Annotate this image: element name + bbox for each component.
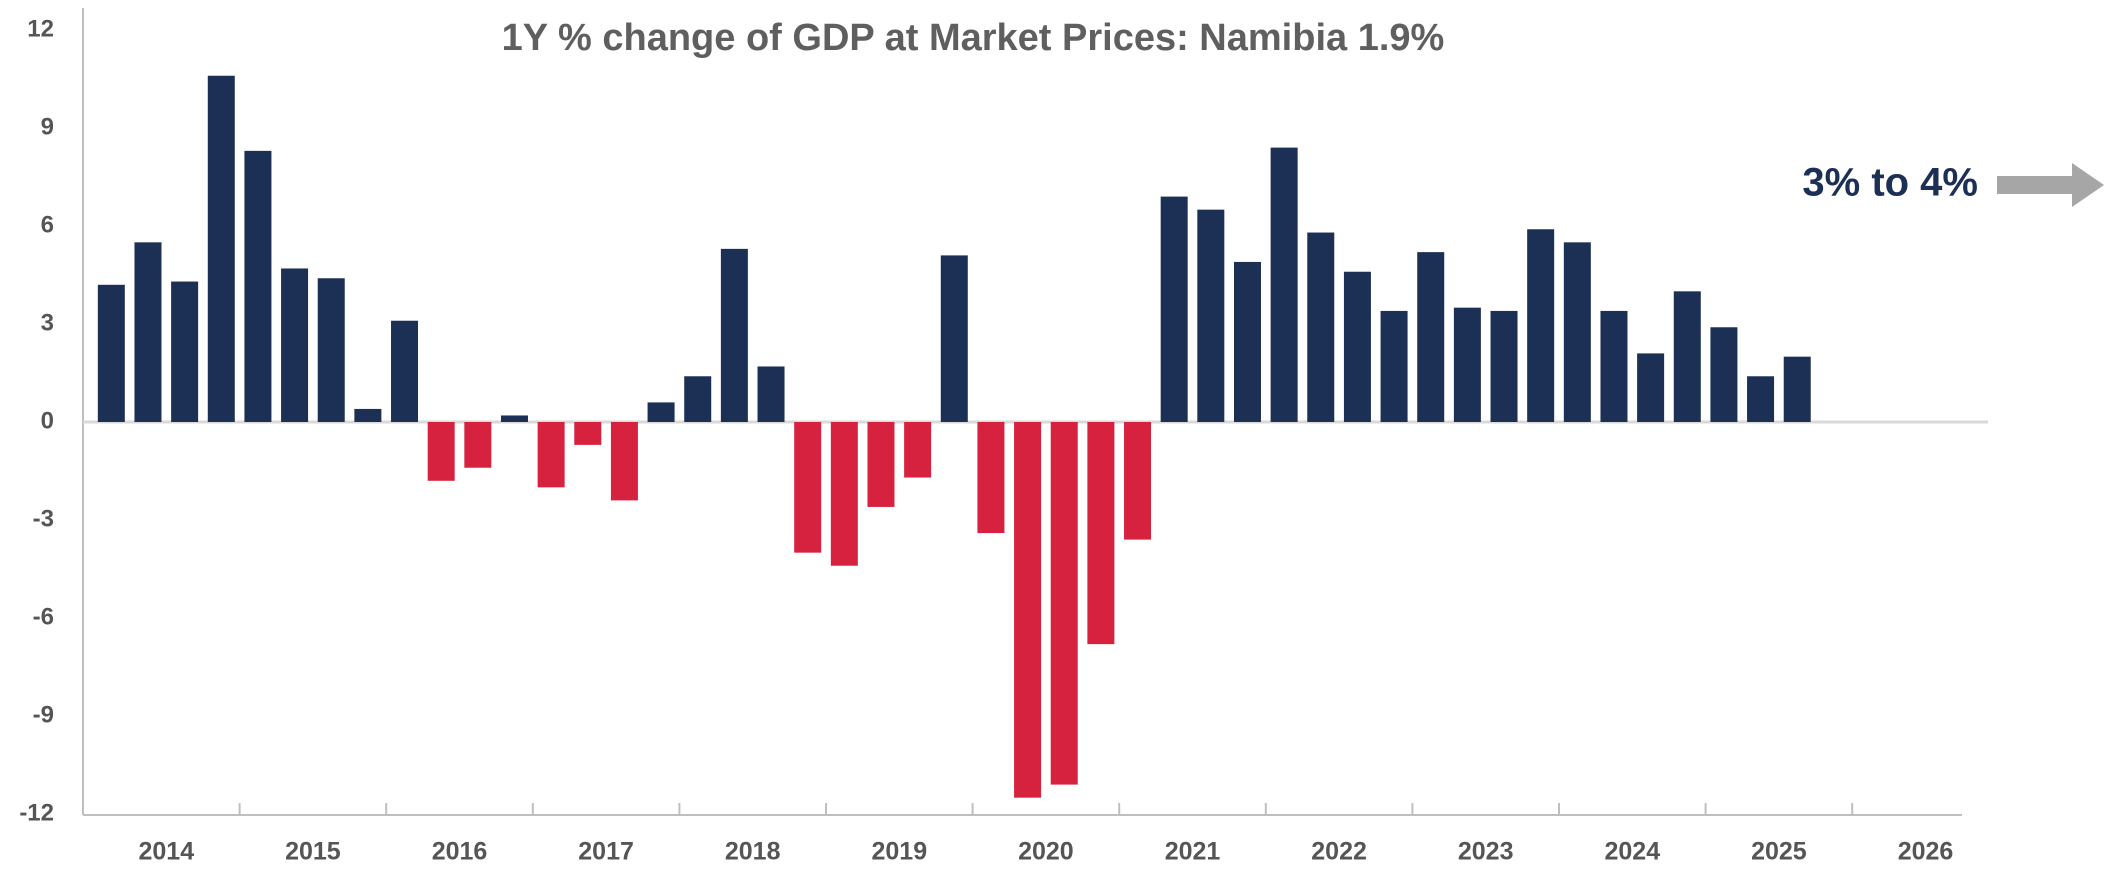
- bar: [97, 284, 125, 422]
- bar: [940, 255, 968, 422]
- bar: [1197, 209, 1225, 422]
- bar: [867, 422, 895, 507]
- x-tick-label: 2023: [1458, 838, 1514, 866]
- bar: [1087, 422, 1115, 645]
- bar: [977, 422, 1005, 534]
- bar: [610, 422, 638, 501]
- bar: [1343, 271, 1371, 422]
- bar: [1160, 196, 1188, 422]
- bar: [171, 281, 199, 422]
- y-tick-label: 12: [27, 15, 54, 42]
- bar: [281, 268, 309, 422]
- bar: [684, 376, 712, 422]
- bar: [354, 408, 382, 422]
- bar: [134, 242, 162, 422]
- y-tick-label: 9: [41, 113, 54, 140]
- bar: [1014, 422, 1042, 798]
- bar: [1637, 353, 1665, 422]
- bar: [244, 150, 272, 422]
- x-tick-label: 2024: [1604, 838, 1660, 866]
- bar: [427, 422, 455, 481]
- bar: [537, 422, 565, 488]
- x-tick-label: 2019: [871, 838, 927, 866]
- bar: [574, 422, 602, 445]
- bar: [794, 422, 822, 553]
- bar: [1783, 356, 1811, 422]
- arrow: [1997, 163, 2104, 207]
- y-tick-label: -12: [19, 799, 54, 826]
- x-tick-label: 2016: [432, 838, 488, 866]
- bar: [207, 75, 235, 422]
- x-tick-label: 2014: [138, 838, 194, 866]
- bar: [1673, 291, 1701, 422]
- y-tick-label: 3: [41, 309, 54, 336]
- bar: [1600, 310, 1628, 422]
- bar: [391, 320, 419, 422]
- y-tick-label: -3: [33, 505, 54, 532]
- bar: [464, 422, 492, 468]
- bar: [647, 402, 675, 422]
- bar: [500, 415, 528, 422]
- bar: [1417, 252, 1445, 422]
- bar: [1563, 242, 1591, 422]
- bar: [1527, 229, 1555, 422]
- x-tick-label: 2026: [1898, 838, 1954, 866]
- bar: [1380, 310, 1408, 422]
- bar: [1050, 422, 1078, 785]
- x-tick-label: 2021: [1165, 838, 1221, 866]
- bar: [1270, 147, 1298, 422]
- x-tick-label: 2015: [285, 838, 341, 866]
- bar: [1233, 261, 1261, 422]
- x-tick-label: 2022: [1311, 838, 1367, 866]
- y-tick-label: 0: [41, 407, 54, 434]
- bar: [1124, 422, 1152, 540]
- bar: [1710, 327, 1738, 422]
- x-tick-label: 2017: [578, 838, 634, 866]
- y-tick-label: -6: [33, 603, 54, 630]
- bar: [1747, 376, 1775, 422]
- chart-title: 1Y % change of GDP at Market Prices: Nam…: [502, 17, 1445, 59]
- x-tick-label: 2025: [1751, 838, 1807, 866]
- bar: [830, 422, 858, 566]
- bar: [1453, 307, 1481, 422]
- y-tick-label: 6: [41, 211, 54, 238]
- bar: [720, 248, 748, 422]
- x-tick-label: 2020: [1018, 838, 1074, 866]
- bar: [757, 366, 785, 422]
- y-tick-label: -9: [33, 701, 54, 728]
- bar: [1307, 232, 1335, 422]
- bar: [317, 278, 345, 422]
- bar: [904, 422, 932, 478]
- annotation: 3% to 4%: [1802, 161, 1978, 205]
- bar: [1490, 310, 1518, 422]
- x-tick-label: 2018: [725, 838, 781, 866]
